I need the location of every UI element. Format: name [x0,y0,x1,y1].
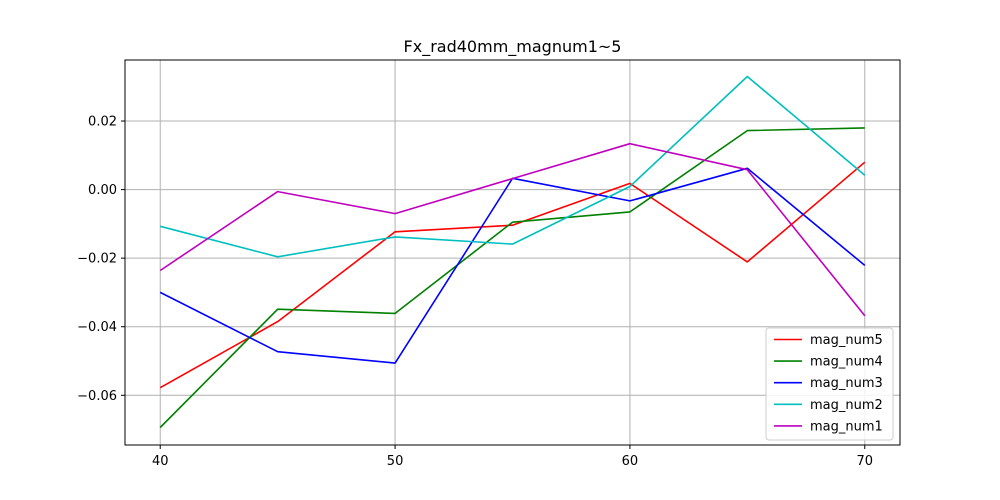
legend-label: mag_num2 [810,398,883,413]
chart-title: Fx_rad40mm_magnum1~5 [404,37,622,57]
legend-label: mag_num3 [810,376,883,391]
grid [125,60,900,445]
x-tick-label: 60 [622,454,639,469]
legend-box [765,327,894,441]
legend: mag_num5 mag_num4 mag_num3 mag_num2 mag_num1 [765,327,894,441]
axis-ticks: 40 50 60 70 −0.06 −0.04 −0.02 0.00 0.02 [77,115,873,469]
x-tick-label: 70 [856,454,873,469]
legend-label: mag_num5 [810,333,883,348]
y-tick-label: −0.06 [77,389,117,404]
x-tick-label: 40 [152,454,169,469]
y-tick-label: 0.00 [88,183,117,198]
legend-label: mag_num4 [810,355,883,370]
series-line-mag-num4 [159,127,865,429]
y-tick-label: −0.04 [77,320,117,335]
plot-frame [124,59,901,446]
series-lines [159,75,866,429]
x-tick-label: 50 [387,454,404,469]
series-line-mag-num1 [159,142,866,317]
legend-label: mag_num1 [810,419,883,434]
series-line-mag-num2 [159,75,866,258]
y-tick-label: −0.02 [77,252,117,267]
y-tick-label: 0.02 [88,115,117,130]
series-line-mag-num5 [159,161,866,389]
